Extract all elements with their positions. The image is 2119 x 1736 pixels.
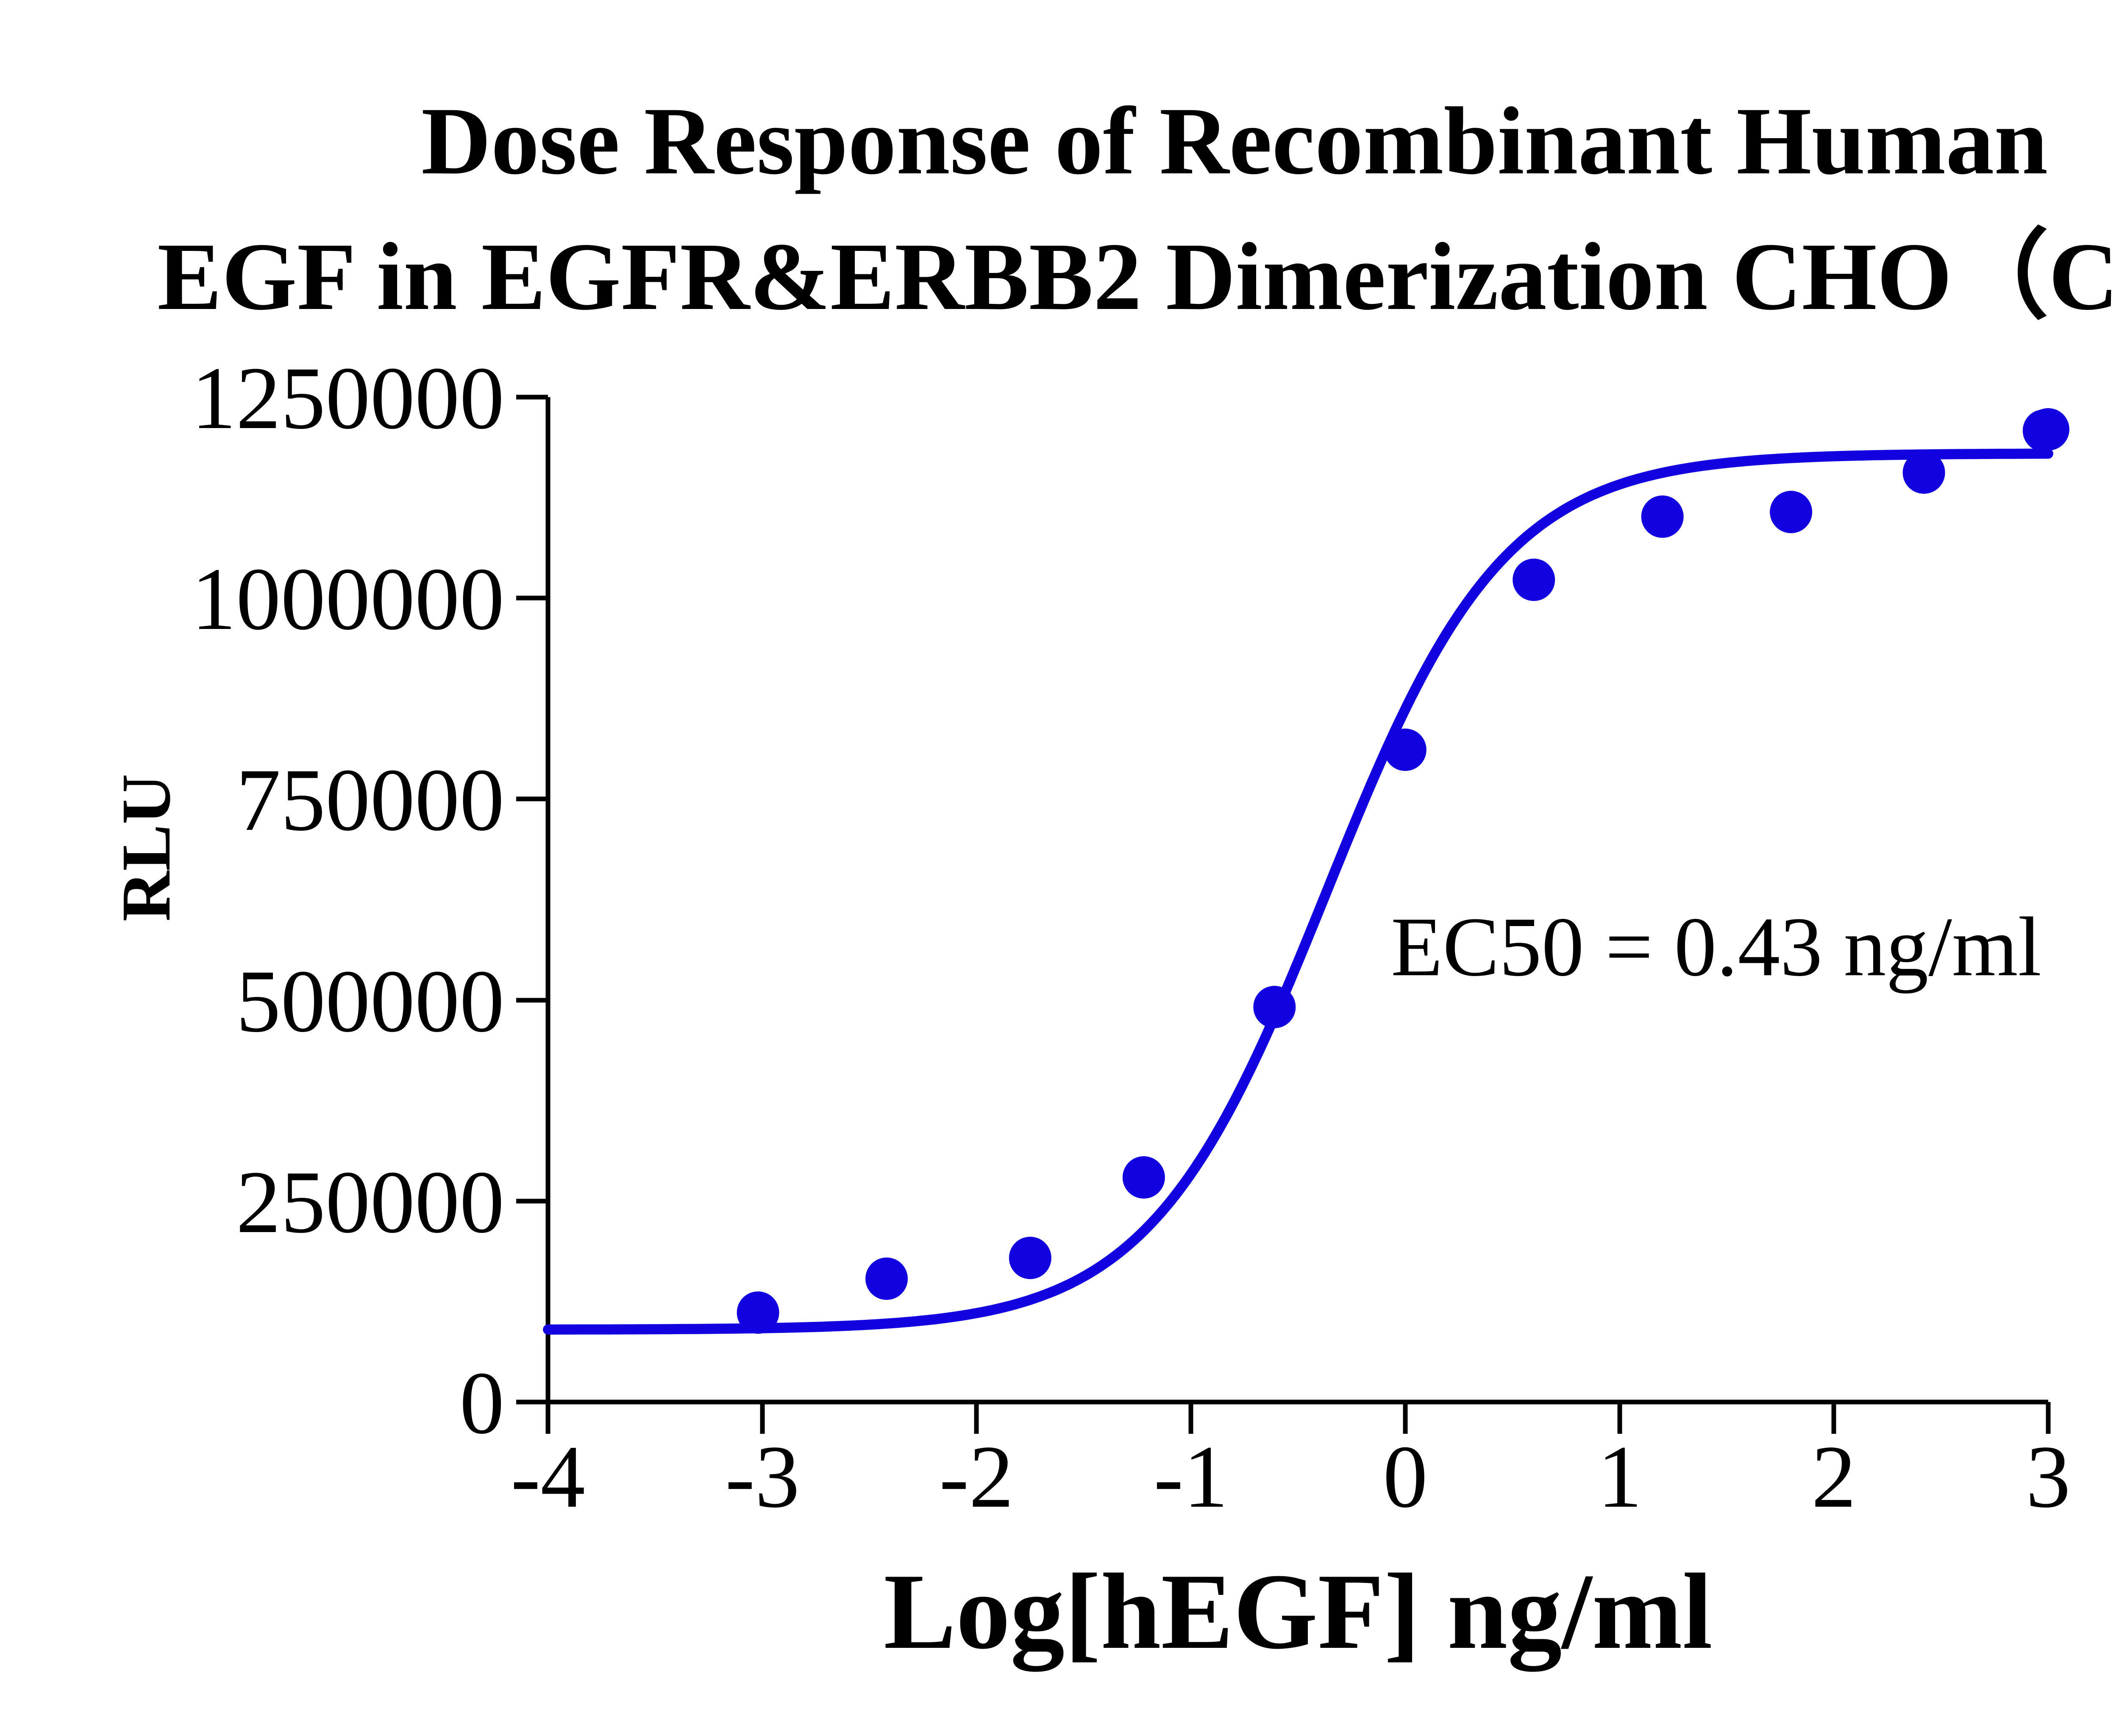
- svg-text:EC50 = 0.43 ng/ml: EC50 = 0.43 ng/ml: [1391, 900, 2041, 994]
- svg-text:0: 0: [1383, 1427, 1428, 1526]
- svg-text:-1: -1: [1154, 1427, 1228, 1526]
- svg-text:2: 2: [1811, 1427, 1856, 1526]
- svg-text:1: 1: [1597, 1427, 1642, 1526]
- svg-text:250000: 250000: [236, 1152, 504, 1252]
- svg-text:-3: -3: [725, 1427, 800, 1526]
- svg-text:500000: 500000: [236, 951, 504, 1051]
- svg-text:Log[hEGF] ng/ml: Log[hEGF] ng/ml: [884, 1552, 1713, 1672]
- svg-text:RLU: RLU: [107, 774, 185, 921]
- svg-text:750000: 750000: [236, 750, 504, 849]
- svg-text:-4: -4: [511, 1427, 585, 1526]
- svg-text:EGF in EGFR&ERBB2 Dimerization: EGF in EGFR&ERBB2 Dimerization CHO（C18）: [157, 223, 2119, 330]
- svg-text:1000000: 1000000: [192, 549, 505, 648]
- svg-text:1250000: 1250000: [192, 348, 505, 448]
- svg-text:Dose Response of Recombinant H: Dose Response of Recombinant Human: [421, 88, 2048, 195]
- svg-text:-2: -2: [939, 1427, 1014, 1526]
- svg-text:0: 0: [460, 1353, 505, 1452]
- svg-text:3: 3: [2026, 1427, 2071, 1526]
